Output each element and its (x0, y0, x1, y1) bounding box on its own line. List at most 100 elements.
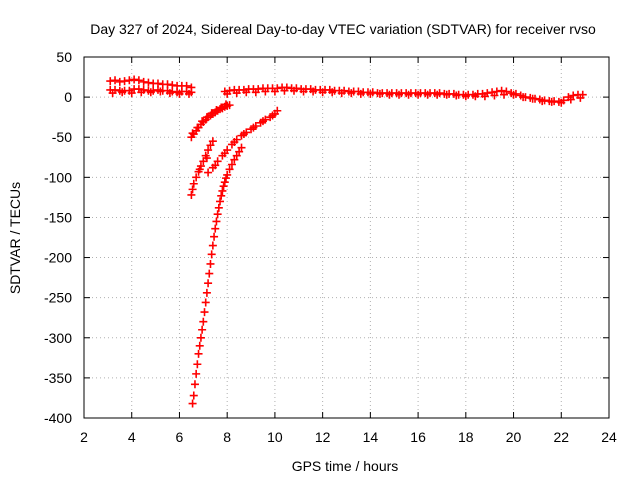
data-point (509, 90, 518, 99)
data-point (127, 89, 136, 98)
data-point (211, 224, 220, 233)
data-point (200, 308, 209, 317)
data-point (251, 88, 260, 97)
data-point (195, 341, 204, 350)
data-point (146, 88, 155, 97)
data-point (206, 259, 215, 268)
data-point (189, 179, 198, 188)
data-point (261, 87, 270, 96)
series-sat-descending-middle (187, 106, 282, 199)
data-point (299, 87, 308, 96)
x-tick-label: 12 (315, 429, 331, 445)
data-point (385, 90, 394, 99)
y-tick-label: -150 (44, 209, 72, 225)
data-point (188, 185, 197, 194)
data-point (490, 91, 499, 100)
data-point (223, 89, 232, 98)
data-point (211, 161, 220, 170)
data-point (375, 89, 384, 98)
data-point (433, 90, 442, 99)
data-point (212, 105, 221, 114)
data-point (202, 288, 211, 297)
data-point (528, 94, 537, 103)
data-point (232, 89, 241, 98)
y-tick-label: -200 (44, 250, 72, 266)
data-point (235, 147, 244, 156)
data-point (217, 191, 226, 200)
data-point (118, 88, 127, 97)
data-point (268, 111, 277, 120)
data-point (318, 88, 327, 97)
plot-frame (83, 56, 610, 419)
y-tick-label: 50 (56, 49, 72, 65)
data-point (139, 77, 148, 86)
data-point (185, 89, 193, 98)
data-point (337, 89, 346, 98)
data-point (232, 151, 241, 160)
data-point (519, 93, 528, 102)
data-point (108, 89, 117, 98)
data-point (230, 155, 239, 164)
data-point (230, 138, 239, 147)
x-tick-label: 24 (601, 429, 617, 445)
y-tick-label: -100 (44, 169, 72, 185)
data-point (175, 89, 184, 98)
data-point (115, 77, 124, 86)
data-point (500, 90, 508, 99)
series-sat-main-band (106, 75, 587, 107)
data-point (205, 269, 214, 278)
data-point (395, 90, 403, 99)
data-point (471, 92, 480, 101)
data-point (214, 203, 223, 212)
data-point (208, 137, 217, 146)
data-point (480, 92, 489, 101)
y-tick-label: -400 (44, 410, 72, 426)
data-point (106, 77, 115, 86)
data-point (192, 173, 201, 182)
data-point (194, 349, 203, 358)
data-point (193, 360, 202, 369)
data-point (221, 100, 230, 109)
data-point (218, 186, 227, 195)
data-point (192, 369, 201, 378)
data-point (423, 90, 432, 99)
data-point (219, 182, 228, 191)
data-point (111, 76, 120, 85)
data-point (225, 165, 234, 174)
x-tick-label: 10 (267, 429, 283, 445)
data-point (220, 178, 229, 187)
data-point (547, 97, 556, 106)
y-tick-label: -350 (44, 370, 72, 386)
data-point (242, 88, 251, 97)
data-point (213, 210, 222, 219)
data-point (130, 75, 139, 84)
data-point (196, 333, 205, 342)
data-point (198, 117, 207, 126)
data-point (134, 76, 143, 85)
data-point (557, 98, 566, 107)
data-point (156, 87, 165, 96)
data-point (207, 109, 216, 118)
data-point (165, 89, 174, 98)
data-point (258, 117, 267, 126)
data-point (199, 317, 208, 326)
data-point (208, 241, 217, 250)
y-tick-label: -50 (52, 129, 72, 145)
data-point (188, 129, 197, 138)
data-point (193, 123, 202, 132)
data-point (223, 170, 232, 179)
data-point (404, 90, 413, 99)
data-point (217, 103, 226, 112)
x-tick-label: 14 (363, 429, 379, 445)
data-point (461, 92, 470, 101)
data-point (566, 95, 575, 104)
data-point (309, 87, 318, 96)
data-point (207, 250, 216, 259)
data-point (187, 190, 196, 199)
data-point (347, 89, 356, 98)
data-point (249, 123, 258, 132)
data-point (538, 97, 547, 106)
x-tick-label: 6 (176, 429, 184, 445)
x-tick-label: 4 (128, 429, 136, 445)
